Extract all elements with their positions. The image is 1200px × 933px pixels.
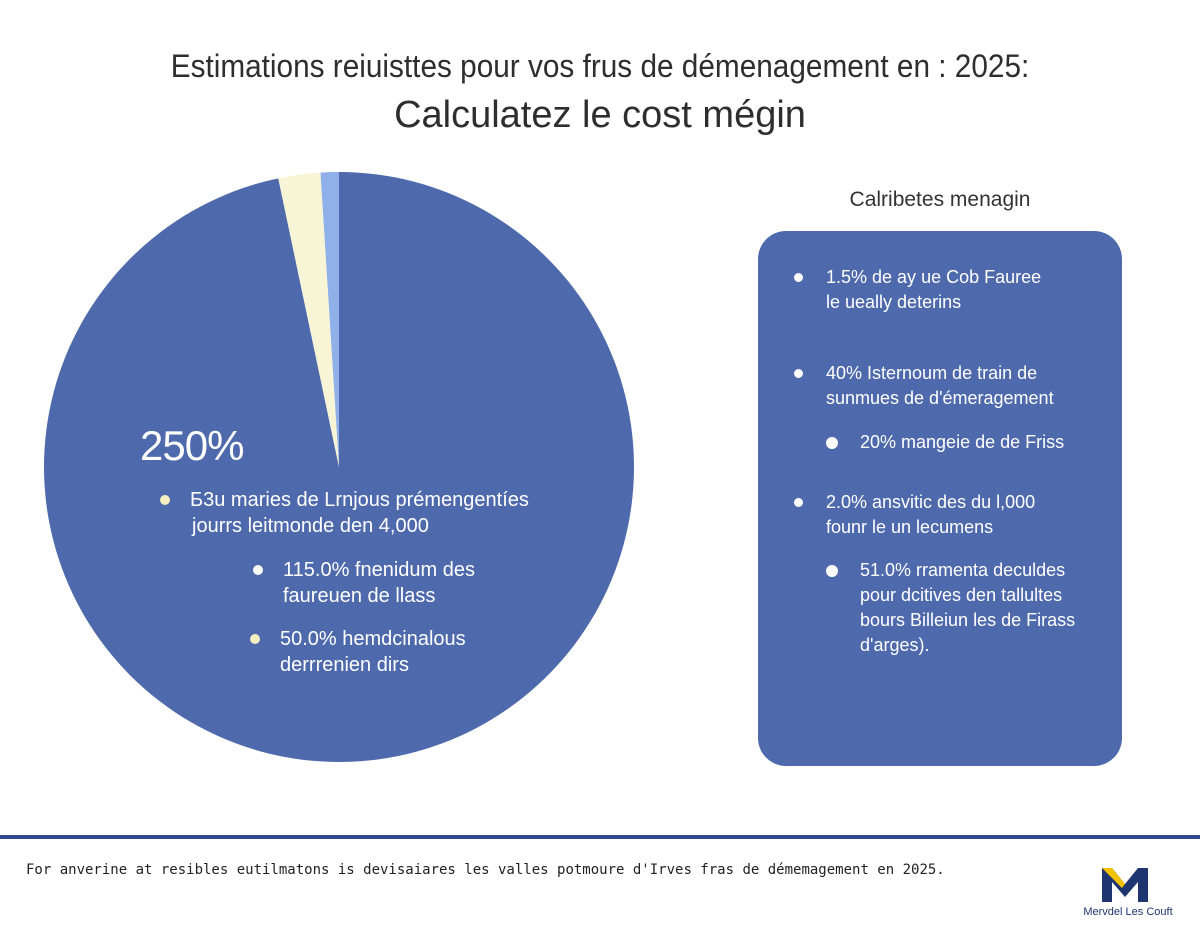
- pie-annotation-2: 115.0% fnenidum des faureuen de llass: [253, 557, 475, 609]
- legend-item-2: 40% Isternoum de train de sunmues de d'é…: [794, 361, 1054, 411]
- legend-item-2-line-2: sunmues de d'émeragement: [826, 388, 1054, 408]
- legend-item-1-line-1: 1.5% de ay ue Cob Fauree: [826, 267, 1042, 287]
- pie-slice-3: [320, 172, 339, 467]
- legend-item-4: 2.0% ansvitic des du l,000 founr le un l…: [794, 490, 1035, 540]
- legend-item-2-line-1: 40% Isternoum de train de: [826, 363, 1038, 383]
- pie-annotation-1-line-1: Б3u maries de Lrnjous prémengentíes: [190, 489, 529, 511]
- legend-item-5-line-1: 51.0% rramenta deculdes: [860, 560, 1066, 580]
- legend-item-5-line-4: d'arges).: [860, 635, 930, 655]
- chart-title-line-2: Calculatez le cost mégin: [394, 94, 806, 136]
- legend-item-4-line-1: 2.0% ansvitic des du l,000: [826, 492, 1036, 512]
- bullet-icon: [794, 498, 803, 507]
- footer-note: For anverine at resibles eutilmatons is …: [26, 862, 945, 878]
- pie-annotation-2-line-1: 115.0% fnenidum des: [283, 559, 475, 581]
- legend-item-1-line-2: le ueally deterins: [826, 292, 962, 312]
- brand-logo-icon: [1102, 868, 1148, 902]
- pie-annotation-1: Б3u maries de Lrnjous prémengentíes jour…: [160, 487, 529, 539]
- footer-divider: [0, 835, 1200, 839]
- pie-chart: [43, 172, 635, 762]
- legend-item-3: 20% mangeie de de Friss: [826, 430, 1064, 455]
- brand-name: Mervdel Les Couft: [1083, 906, 1173, 918]
- legend-item-5: 51.0% rramenta deculdes pour dcitives de…: [826, 558, 1075, 658]
- legend-panel: 1.5% de ay ue Cob Fauree le ueally deter…: [758, 231, 1122, 766]
- cream-bullet-icon: [250, 634, 260, 644]
- bullet-icon: [794, 369, 803, 378]
- bullet-icon: [826, 437, 838, 449]
- pie-annotation-3-line-2: derrrenien dirs: [280, 654, 409, 676]
- bullet-icon: [826, 565, 838, 577]
- legend-title: Calribetes menagin: [849, 188, 1031, 211]
- pie-annotation-3-line-1: 50.0% hemdcinalous: [280, 628, 466, 650]
- pie-annotation-1-line-2: jourrs leitmonde den 4,000: [192, 515, 429, 537]
- legend-item-5-line-2: pour dcitives den tallultes: [860, 585, 1063, 605]
- bullet-icon: [794, 273, 803, 282]
- white-bullet-icon: [253, 565, 263, 575]
- pie-slice-2: [278, 172, 339, 468]
- legend-item-1: 1.5% de ay ue Cob Fauree le ueally deter…: [794, 265, 1041, 315]
- legend-item-5-line-3: bours Billeiun les de Firass: [860, 610, 1076, 630]
- legend-item-3-line-1: 20% mangeie de de Friss: [860, 432, 1065, 452]
- legend-item-4-line-2: founr le un lecumens: [826, 517, 994, 537]
- pie-big-percentage: 250%: [140, 422, 244, 469]
- chart-title-line-1: Estimations reiuisttes pour vos frus de …: [170, 48, 1030, 84]
- pie-annotation-2-line-2: faureuen de llass: [283, 585, 436, 607]
- pie-annotation-3: 50.0% hemdcinalous derrrenien dirs: [250, 626, 466, 678]
- cream-bullet-icon: [160, 495, 170, 505]
